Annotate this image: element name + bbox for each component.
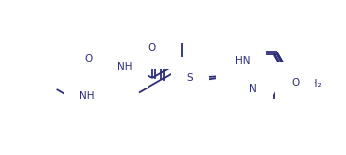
Text: NH: NH: [79, 91, 95, 101]
Text: NH₂: NH₂: [302, 79, 321, 89]
Text: O: O: [292, 78, 300, 88]
Text: N: N: [247, 84, 255, 95]
Text: O: O: [84, 54, 93, 64]
Text: O: O: [291, 78, 299, 88]
Text: HN: HN: [235, 56, 250, 66]
Text: N: N: [249, 84, 257, 94]
Text: S: S: [187, 73, 193, 83]
Text: NH: NH: [117, 62, 133, 72]
Text: O: O: [148, 43, 156, 53]
Text: HN: HN: [231, 55, 247, 64]
Text: NH₂: NH₂: [304, 83, 323, 93]
